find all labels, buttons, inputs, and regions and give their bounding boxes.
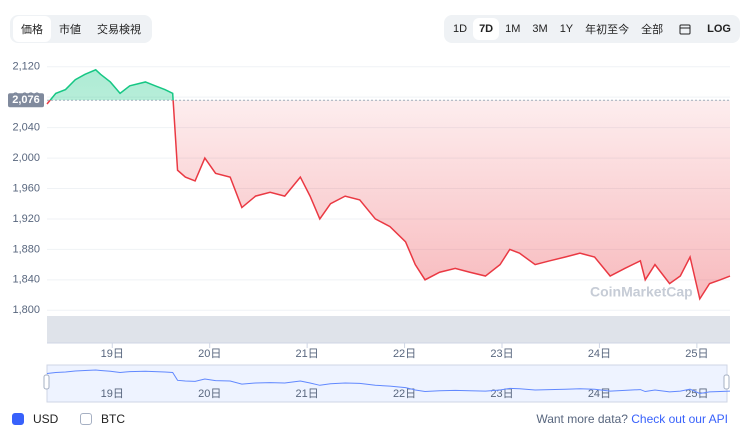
label: BTC <box>101 412 125 426</box>
price-line-down <box>46 100 731 301</box>
range-button[interactable]: 3M <box>532 23 548 35</box>
nav-tick-label: 21日 <box>296 388 319 400</box>
checkbox[interactable] <box>12 413 24 425</box>
x-tick-label: 22日 <box>393 348 416 360</box>
x-tick-label: 24日 <box>588 348 611 360</box>
range-button[interactable]: 7D <box>473 18 500 40</box>
nav-line <box>46 369 731 394</box>
range-button[interactable]: 1Y <box>559 23 574 35</box>
calendar-button[interactable] <box>669 18 701 40</box>
y-tick-label: 1,960 <box>12 182 40 194</box>
tab[interactable]: 価格 <box>13 16 51 42</box>
baseline-label: 2,076 <box>12 94 40 106</box>
nav-handle[interactable] <box>723 374 730 390</box>
nav-tick-label: 22日 <box>393 388 416 400</box>
tab-bar: 価格 市値 交易検視 <box>10 15 152 43</box>
log-button[interactable]: LOG <box>707 23 731 35</box>
x-tick-label: 23日 <box>490 348 513 360</box>
nav-handle[interactable] <box>43 374 50 390</box>
prompt: Want more data? <box>536 412 628 426</box>
x-tick-label: 21日 <box>296 348 319 360</box>
volume-band <box>47 316 730 343</box>
nav-tick-label: 19日 <box>101 388 124 400</box>
checkbox[interactable] <box>80 413 92 425</box>
y-tick-label: 2,040 <box>12 122 40 134</box>
range-button[interactable]: 年初至今 <box>585 24 630 36</box>
range-button[interactable]: 1D <box>453 23 468 35</box>
y-tick-label: 1,880 <box>12 243 40 255</box>
price-line-up <box>49 68 174 101</box>
nav-tick-label: 23日 <box>490 388 513 400</box>
range-button[interactable]: 全部 <box>641 24 664 36</box>
y-tick-label: 1,800 <box>12 304 40 316</box>
currency-usd[interactable]: USD <box>12 412 58 426</box>
tab[interactable]: 交易検視 <box>97 24 141 36</box>
range-bar: 1D 7D 1M 3M 1Y 年初至今 全部 LOG <box>444 15 740 43</box>
nav-tick-label: 20日 <box>198 388 221 400</box>
area-down <box>47 100 730 299</box>
api-prompt: Want more data? Check out our API <box>536 412 728 426</box>
currency-btc[interactable]: BTC <box>80 412 125 426</box>
nav-tick-label: 25日 <box>685 388 708 400</box>
navigator <box>46 364 728 403</box>
tab[interactable]: 市値 <box>59 24 81 36</box>
y-tick-label: 2,000 <box>12 152 40 164</box>
watermark: CoinMarketCap <box>590 284 693 300</box>
api-link[interactable]: Check out our API <box>631 412 728 426</box>
y-tick-label: 1,920 <box>12 213 40 225</box>
y-tick-label: 1,840 <box>12 274 40 286</box>
range-button[interactable]: 1M <box>505 23 521 35</box>
x-tick-label: 20日 <box>198 348 221 360</box>
label: USD <box>33 412 59 426</box>
y-tick-label: 2,120 <box>12 61 40 73</box>
x-tick-label: 19日 <box>101 348 124 360</box>
baseline-tag <box>8 93 44 108</box>
x-tick-label: 25日 <box>685 348 708 360</box>
